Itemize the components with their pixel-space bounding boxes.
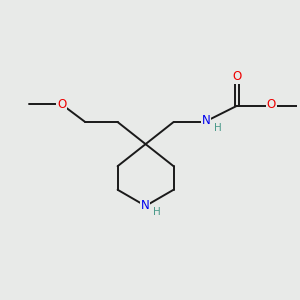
Text: O: O [57,98,66,111]
Text: N: N [202,114,210,127]
Text: N: N [141,200,149,212]
Text: H: H [214,123,222,133]
Text: H: H [153,207,160,217]
Text: O: O [232,70,242,83]
Text: O: O [267,98,276,111]
